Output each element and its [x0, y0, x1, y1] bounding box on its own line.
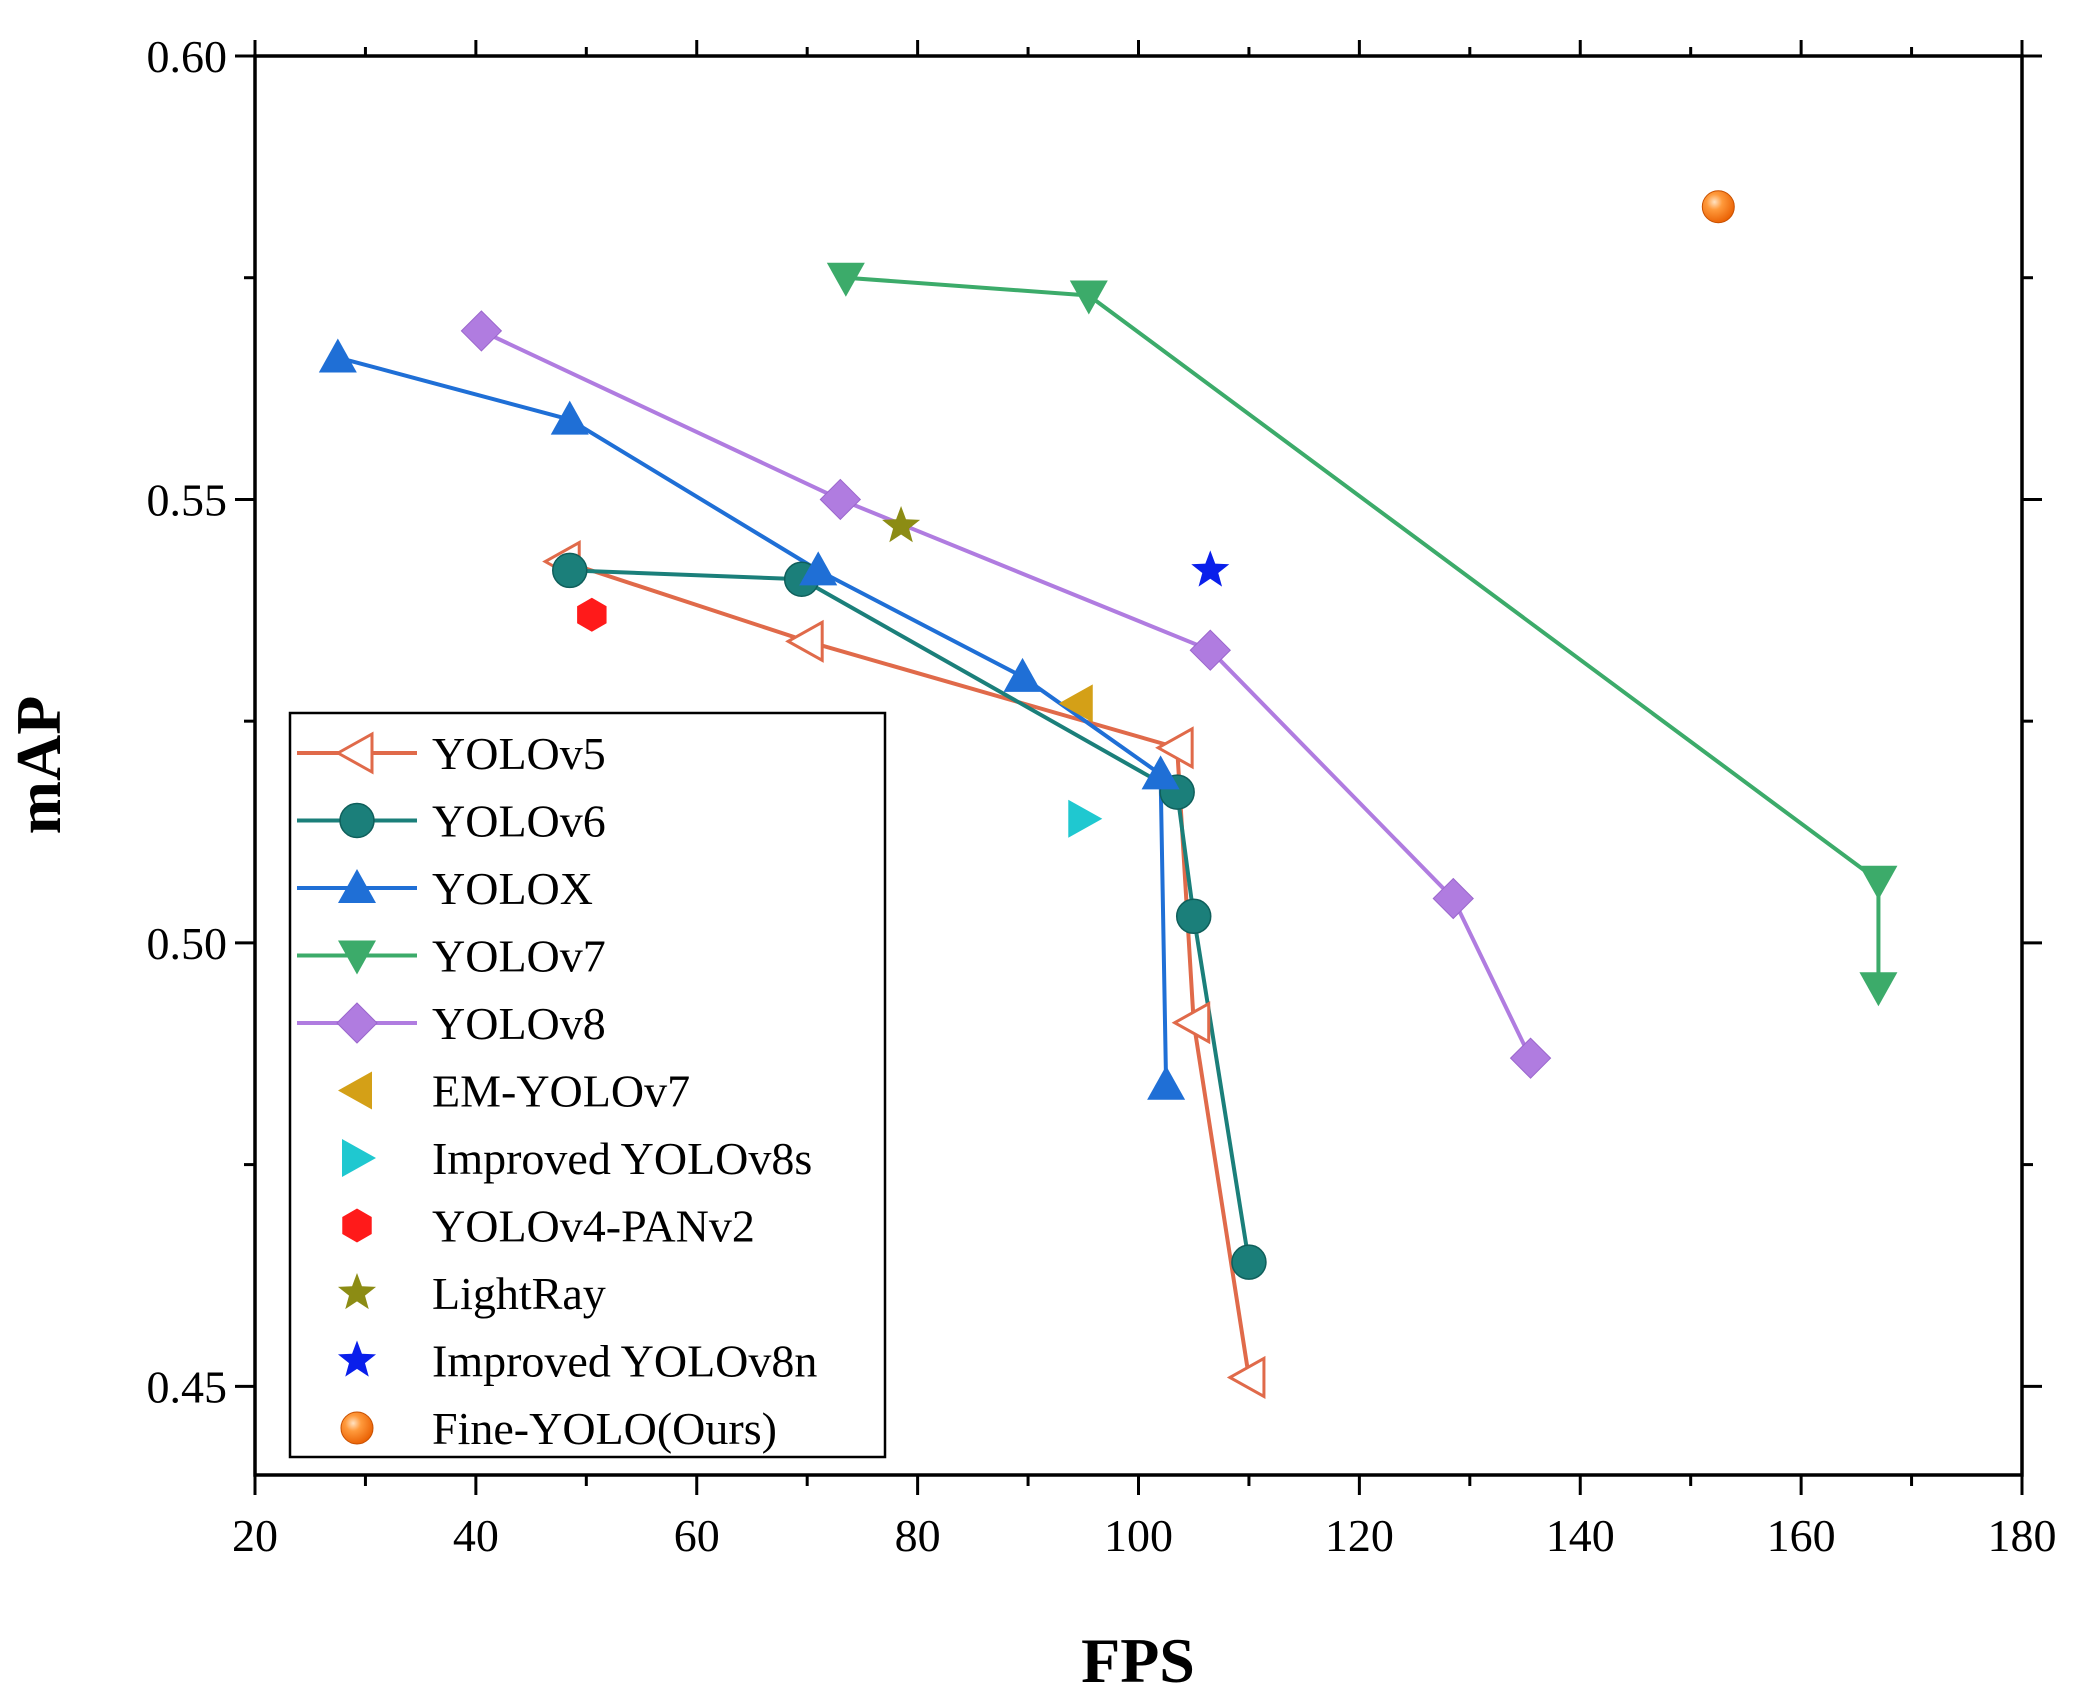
- point-yolov6: [1175, 898, 1212, 935]
- point-yolov7: [826, 262, 865, 297]
- point-yolov4-panv2: [577, 597, 607, 632]
- legend-marker-fine-yolo-ours: [340, 1411, 374, 1445]
- point-yolox: [318, 338, 357, 373]
- series-line-yolox: [337, 355, 1169, 1085]
- legend-marker-improved-yolov8s: [342, 1139, 376, 1177]
- legend-label-yolov6: YOLOv6: [432, 796, 606, 847]
- point-yolov8: [819, 478, 862, 521]
- legend-marker-yolov4-panv2: [342, 1208, 372, 1243]
- legend-label-yolov8: YOLOv8: [432, 998, 606, 1049]
- legend-marker-yolox: [338, 869, 376, 903]
- point-yolov5: [1155, 726, 1194, 770]
- legend-label-em-yolov7: EM-YOLOv7: [432, 1066, 690, 1117]
- point-yolov6: [1231, 1244, 1267, 1280]
- point-yolov7: [1859, 865, 1898, 900]
- point-yolov7: [1069, 280, 1108, 315]
- x-tick-label: 140: [1546, 1510, 1615, 1561]
- legend-label-yolox: YOLOX: [432, 863, 593, 914]
- point-yolox: [1003, 657, 1042, 692]
- legend-label-yolov4-panv2: YOLOv4-PANv2: [432, 1201, 755, 1252]
- y-tick-label: 0.60: [147, 31, 228, 82]
- y-tick-label: 0.45: [147, 1361, 228, 1412]
- series-markers: [318, 190, 1898, 1400]
- point-improved-yolov8n: [1191, 550, 1230, 587]
- y-tick-label: 0.55: [147, 474, 228, 525]
- legend-marker-yolov8: [336, 1002, 378, 1044]
- x-tick-label: 20: [232, 1510, 278, 1561]
- point-yolox: [550, 400, 589, 435]
- x-tick-label: 120: [1325, 1510, 1394, 1561]
- legend-marker-yolov7: [338, 940, 376, 975]
- point-yolox: [799, 551, 838, 586]
- point-yolov5: [1171, 1001, 1211, 1045]
- legend-label-yolov5: YOLOv5: [432, 728, 606, 779]
- legend: YOLOv5 YOLOv6 YOLOX YOLOv7 YOLOv8 EM-YOLOv7 Im…: [288, 711, 887, 1459]
- legend-marker-yolov5: [334, 731, 374, 775]
- legend-marker-lightray: [337, 1273, 377, 1310]
- y-axis-title: mAP: [3, 696, 74, 835]
- point-lightray: [882, 506, 921, 543]
- y-tick-label: 0.50: [147, 918, 228, 969]
- x-axis-title: FPS: [1081, 1625, 1195, 1696]
- point-yolov5: [1226, 1355, 1266, 1400]
- x-tick-label: 80: [895, 1510, 941, 1561]
- point-yolov8: [1189, 629, 1231, 671]
- legend-box: [288, 711, 887, 1459]
- point-yolox: [1141, 755, 1180, 790]
- x-tick-label: 160: [1767, 1510, 1836, 1561]
- point-yolox: [1147, 1065, 1186, 1100]
- legend-label-improved-yolov8n: Improved YOLOv8n: [432, 1336, 817, 1387]
- point-yolov7: [1859, 972, 1898, 1007]
- x-tick-label: 40: [453, 1510, 499, 1561]
- point-improved-yolov8s: [1068, 799, 1103, 838]
- point-yolov6: [551, 552, 588, 589]
- point-em-yolov7: [1058, 684, 1093, 723]
- x-tick-label: 180: [1988, 1510, 2057, 1561]
- legend-marker-em-yolov7: [338, 1071, 372, 1110]
- legend-marker-yolov6: [339, 802, 375, 839]
- axis-ticks: 20 40 60 80 100 120 140 160 180 0.45 0.50 0.55 0.60: [147, 31, 2057, 1561]
- legend-label-improved-yolov8s: Improved YOLOv8s: [432, 1133, 812, 1184]
- point-yolov8: [460, 310, 503, 352]
- point-yolov5: [785, 619, 824, 663]
- series-line-yolov7: [845, 275, 1881, 988]
- legend-marker-improved-yolov8n: [337, 1340, 377, 1377]
- point-yolov8: [1509, 1037, 1552, 1079]
- legend-label-lightray: LightRay: [432, 1268, 606, 1319]
- legend-label-fine-yolo-ours: Fine-YOLO(Ours): [432, 1403, 777, 1454]
- x-tick-label: 100: [1104, 1510, 1173, 1561]
- x-tick-label: 60: [674, 1510, 720, 1561]
- point-fine-yolo-ours: [1701, 190, 1735, 224]
- point-yolov8: [1432, 877, 1474, 920]
- legend-label-yolov7: YOLOv7: [432, 931, 606, 982]
